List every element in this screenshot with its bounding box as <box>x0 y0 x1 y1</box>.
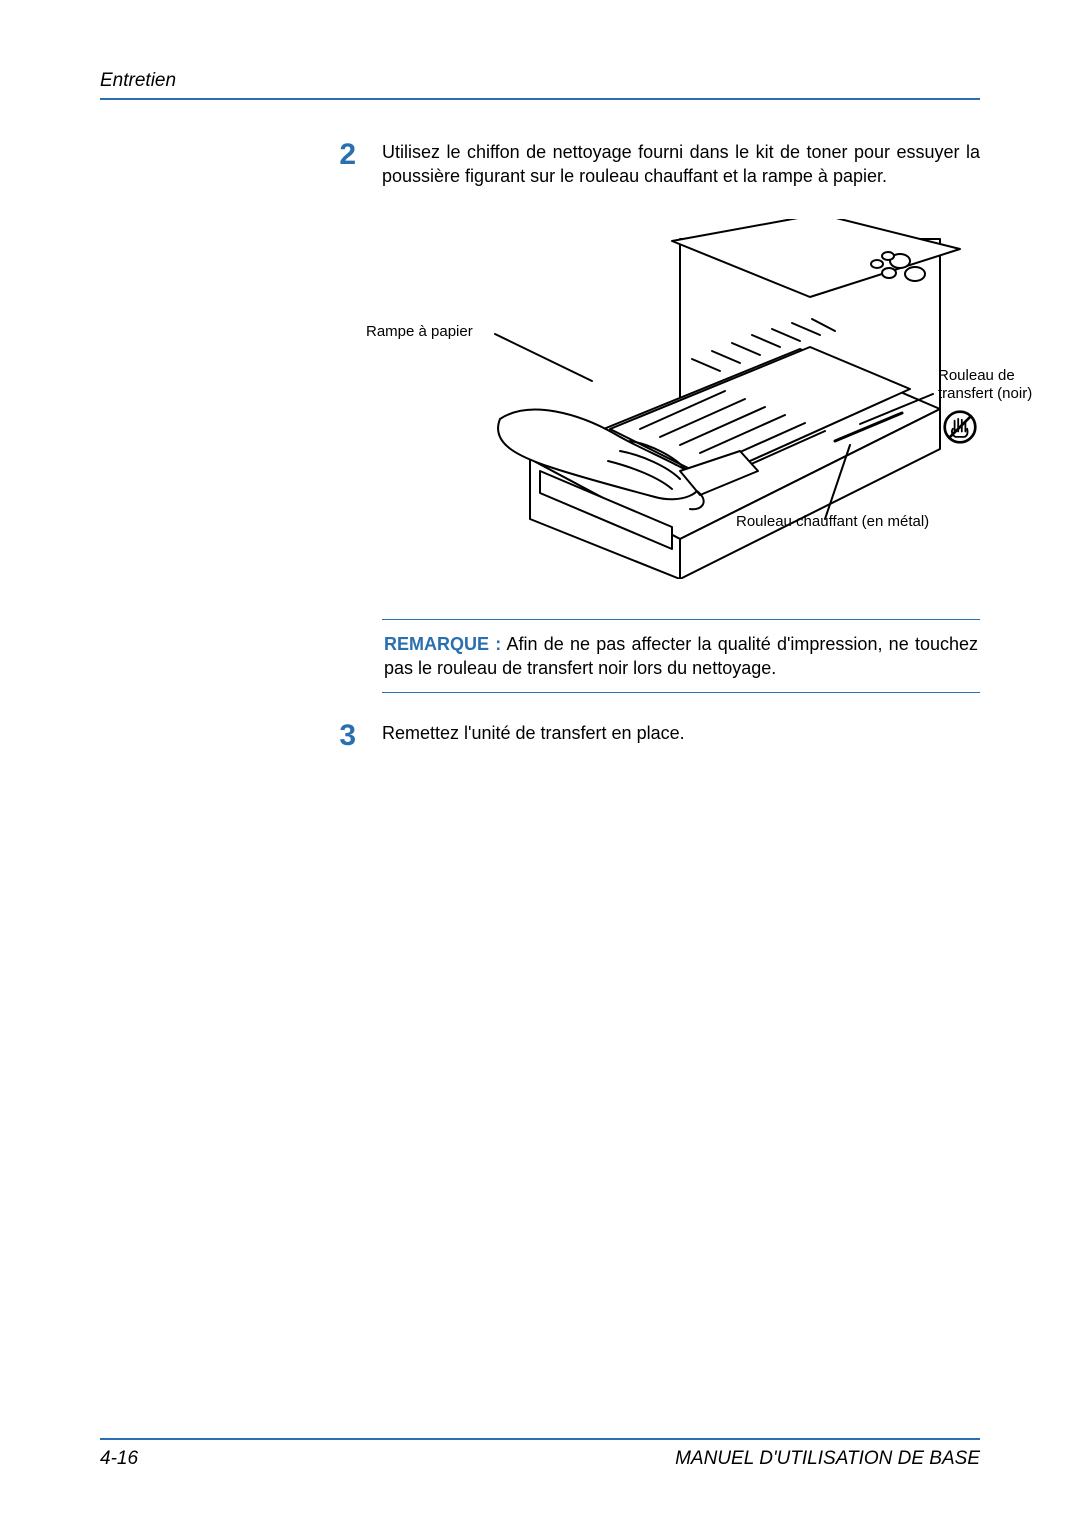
header-rule <box>100 98 980 100</box>
step-2: 2 Utilisez le chiffon de nettoyage fourn… <box>330 140 980 189</box>
step-text: Remettez l'unité de transfert en place. <box>382 721 980 751</box>
label-heating-roller: Rouleau chauffant (en métal) <box>736 513 929 531</box>
no-touch-icon <box>942 409 978 445</box>
label-transfer-roller: Rouleau de transfert (noir) <box>938 367 1032 403</box>
step-number: 3 <box>330 721 356 751</box>
page-footer: 4-16 MANUEL D'UTILISATION DE BASE <box>100 1438 980 1470</box>
manual-page: Entretien 2 Utilisez le chiffon de netto… <box>0 0 1080 1528</box>
note-text: REMARQUE : Afin de ne pas affecter la qu… <box>382 620 980 693</box>
footer-rule <box>100 1438 980 1440</box>
printer-diagram: Rampe à papier Rouleau de transfert (noi… <box>380 219 1020 579</box>
page-number: 4-16 <box>100 1448 138 1470</box>
step-text: Utilisez le chiffon de nettoyage fourni … <box>382 140 980 189</box>
note-rule-bottom <box>382 692 980 693</box>
step-3: 3 Remettez l'unité de transfert en place… <box>330 721 980 751</box>
label-paper-ramp: Rampe à papier <box>366 323 473 341</box>
doc-title: MANUEL D'UTILISATION DE BASE <box>675 1448 980 1470</box>
note-block: REMARQUE : Afin de ne pas affecter la qu… <box>382 619 980 694</box>
note-label: REMARQUE : <box>384 634 501 654</box>
step-number: 2 <box>330 140 356 189</box>
section-title: Entretien <box>100 70 980 92</box>
